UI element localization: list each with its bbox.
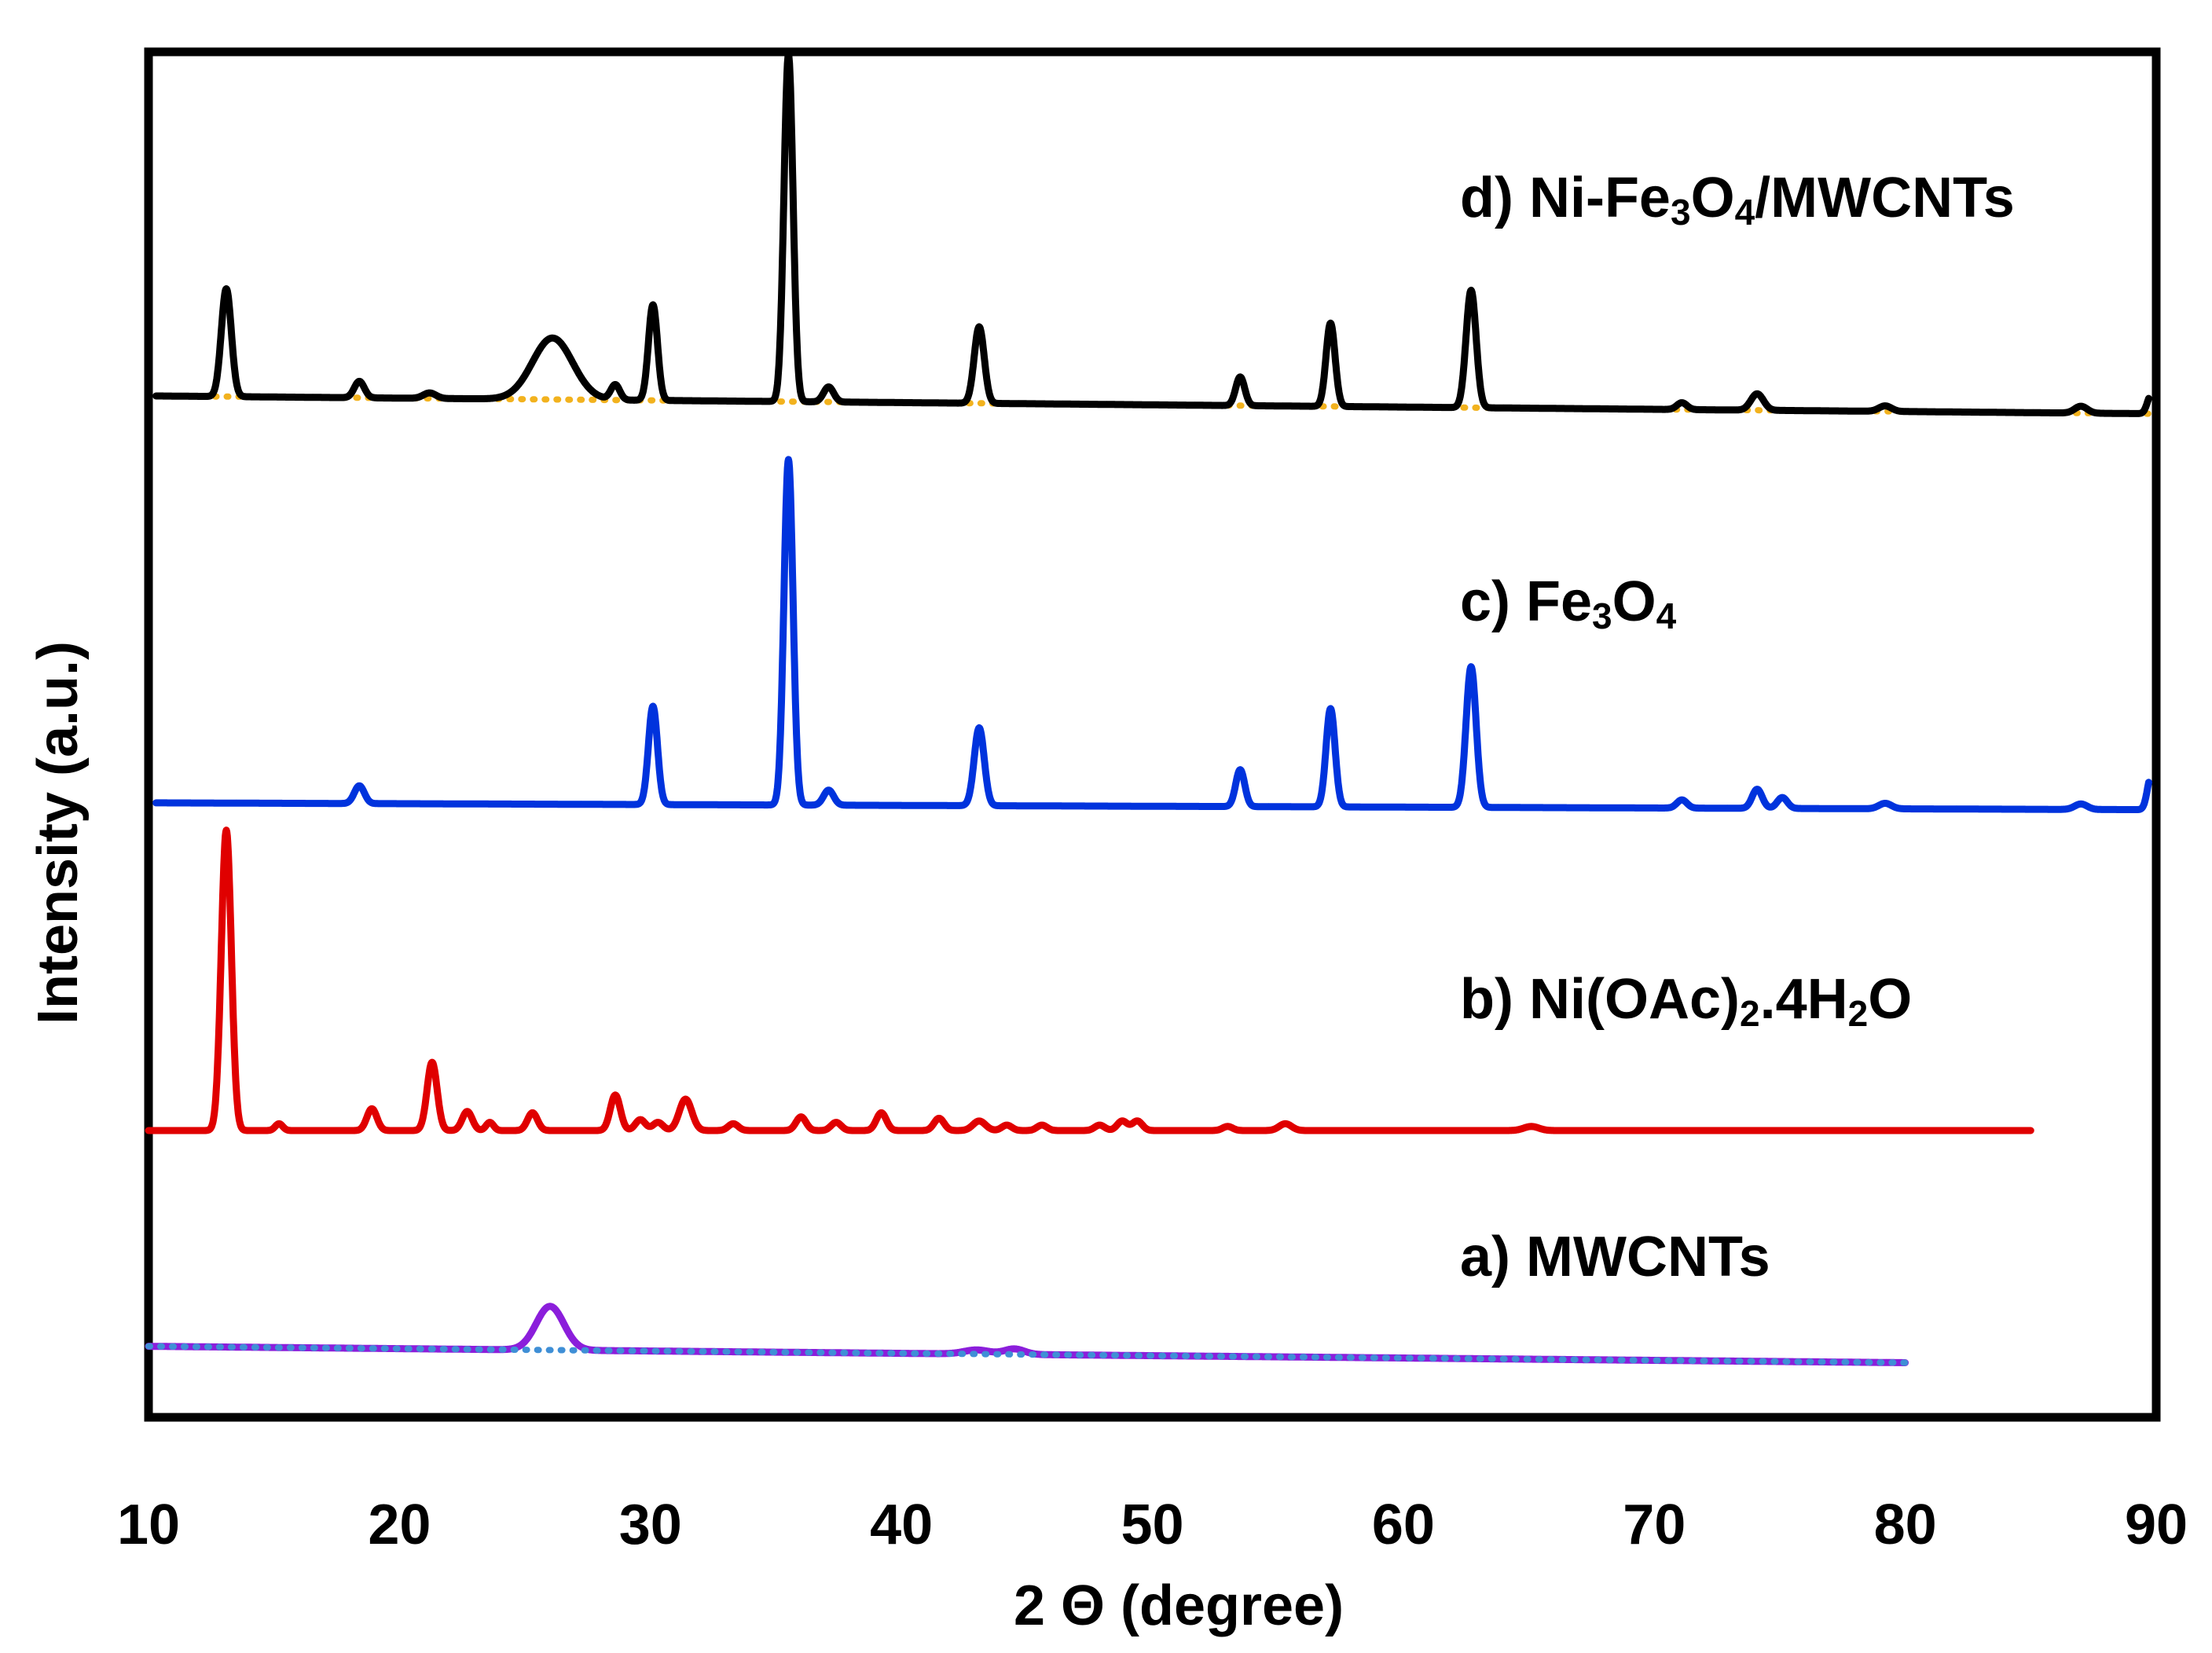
series-line-4 (152, 51, 2152, 417)
series-label-3: c) Fe3O4 (1460, 570, 1677, 636)
series-label-part: a) MWCNTs (1460, 1226, 1770, 1288)
x-tick-label: 80 (1874, 1494, 1937, 1556)
x-tick-label: 90 (2125, 1494, 2188, 1556)
series-layer (145, 51, 2152, 1366)
x-tick-label: 30 (619, 1494, 682, 1556)
series-label-part: O (1868, 968, 1912, 1031)
x-tick-label: 10 (117, 1494, 180, 1556)
series-label-part: O (1691, 167, 1735, 229)
y-axis-label: Intensity (a.u.) (27, 641, 90, 1024)
series-label-part: d) Ni-Fe (1460, 167, 1671, 229)
series-line-2 (145, 826, 2034, 1134)
series-label-part: 4 (1735, 192, 1755, 233)
plot-frame (144, 47, 2161, 1422)
x-axis-label: 2 Θ (degree) (1014, 1574, 1344, 1637)
series-label-part: c) Fe (1460, 570, 1592, 633)
x-tick-label: 50 (1121, 1494, 1183, 1556)
series-label-part: .4H (1760, 968, 1848, 1031)
x-tick-label: 60 (1372, 1494, 1435, 1556)
series-label-part: /MWCNTs (1755, 167, 2015, 229)
x-tick-label: 20 (368, 1494, 431, 1556)
x-tick-label: 70 (1623, 1494, 1686, 1556)
series-label-part: 2 (1740, 993, 1760, 1034)
series-line-1 (145, 1303, 1909, 1366)
baseline-fit-1 (145, 1343, 1909, 1366)
series-line-3 (152, 456, 2152, 813)
series-label-part: 3 (1592, 596, 1612, 636)
series-label-part: b) Ni(OAc) (1460, 968, 1740, 1031)
series-label-part: O (1612, 570, 1656, 633)
x-tick-labels: 10 20 30 40 50 60 70 80 90 (117, 1494, 2188, 1556)
series-label-part: 3 (1671, 192, 1691, 233)
series-label-part: 4 (1656, 596, 1677, 636)
series-label-1: a) MWCNTs (1460, 1226, 1770, 1288)
x-tick-label: 40 (870, 1494, 933, 1556)
series-label-4: d) Ni-Fe3O4/MWCNTs (1460, 167, 2015, 233)
series-label-part: 2 (1848, 993, 1869, 1034)
series-label-2: b) Ni(OAc)2.4H2O (1460, 968, 1912, 1034)
